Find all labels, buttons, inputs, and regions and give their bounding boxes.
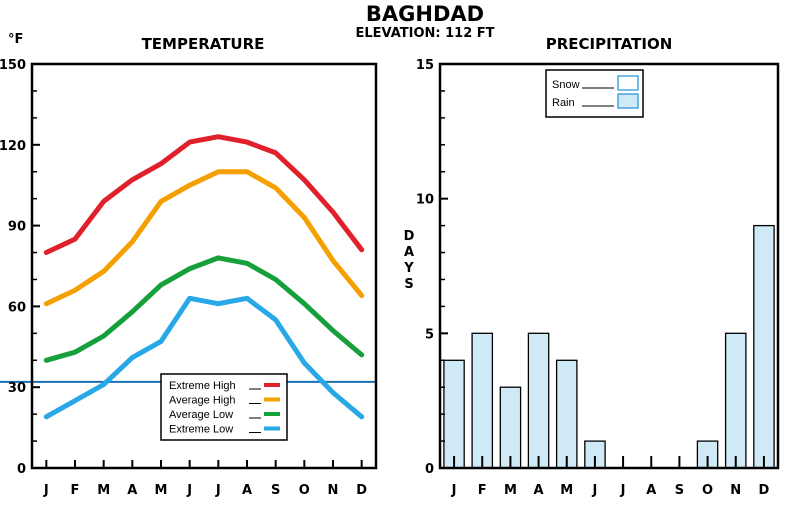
- precipitation-rain-bar: [499, 386, 522, 469]
- temperature-chart: TEMPERATURE °F 0 30 60 90 120 150 J F M A M J J A S O N…: [0, 32, 378, 498]
- precipitation-month-label: J: [591, 483, 597, 498]
- precipitation-legend-label: Snow: [552, 79, 580, 91]
- precipitation-plot-frame: [438, 62, 780, 470]
- temperature-legend-label: Extreme High: [169, 380, 236, 392]
- temperature-month-label: O: [299, 483, 310, 498]
- precipitation-month-label: A: [646, 483, 656, 498]
- temperature-y-tick-label: 60: [8, 300, 26, 315]
- temperature-legend-label: Extreme Low: [169, 424, 233, 436]
- precipitation-legend-label: Rain: [552, 97, 575, 109]
- precipitation-title: PRECIPITATION: [546, 35, 673, 53]
- precipitation-y-label-letter: S: [404, 277, 413, 292]
- temperature-month-label: A: [127, 483, 137, 498]
- city-title: BAGHDAD: [366, 2, 484, 26]
- temperature-series-extreme-high: [43, 134, 365, 255]
- precipitation-y-tick-label: 5: [425, 327, 434, 342]
- precipitation-y-tick-label: 0: [425, 462, 434, 477]
- precipitation-month-label: D: [759, 483, 770, 498]
- temperature-title: TEMPERATURE: [142, 35, 265, 53]
- precipitation-legend-swatch: [617, 75, 639, 91]
- precipitation-month-label: M: [560, 483, 573, 498]
- precipitation-month-label: M: [504, 483, 517, 498]
- temperature-legend-label: Average Low: [169, 409, 233, 421]
- temperature-legend: Extreme High Average High Average Low Extre…: [160, 373, 288, 441]
- temperature-month-label: J: [43, 483, 49, 498]
- temperature-y-tick-label: 120: [0, 139, 26, 154]
- precipitation-y-tick-label: 10: [416, 193, 434, 208]
- temperature-series-average-high: [43, 169, 365, 307]
- temperature-month-label: M: [97, 483, 110, 498]
- precipitation-rain-bar: [443, 359, 465, 469]
- temperature-month-label: F: [71, 483, 80, 498]
- elevation-subtitle: ELEVATION: 112 FT: [355, 26, 494, 41]
- precipitation-month-label: J: [620, 483, 626, 498]
- precipitation-legend-swatch: [617, 93, 639, 109]
- precipitation-month-label: N: [730, 483, 741, 498]
- temperature-month-label: S: [271, 483, 280, 498]
- temperature-series-extreme-low: [43, 295, 365, 420]
- precipitation-y-label-letter: A: [404, 245, 414, 260]
- precipitation-rain-bar: [555, 359, 578, 469]
- temperature-y-tick-label: 0: [17, 462, 26, 477]
- temperature-series-average-low: [43, 255, 365, 363]
- temperature-month-label: M: [155, 483, 168, 498]
- temperature-month-label: N: [328, 483, 339, 498]
- temperature-month-label: D: [356, 483, 367, 498]
- temperature-month-label: A: [242, 483, 252, 498]
- temperature-legend-label: Average High: [169, 395, 235, 407]
- temperature-y-tick-label: 30: [8, 381, 26, 396]
- precipitation-month-label: O: [702, 483, 713, 498]
- temperature-y-tick-label: 150: [0, 58, 26, 73]
- temperature-plot-frame: [30, 62, 378, 470]
- temperature-y-unit: °F: [8, 32, 23, 47]
- precipitation-month-label: F: [478, 483, 487, 498]
- precipitation-y-label-letter: D: [404, 229, 415, 244]
- precipitation-y-label-letter: Y: [403, 261, 414, 276]
- precipitation-month-label: J: [451, 483, 457, 498]
- precipitation-month-label: S: [675, 483, 684, 498]
- temperature-month-label: J: [186, 483, 192, 498]
- precipitation-rain-bar: [753, 224, 775, 469]
- temperature-y-tick-label: 90: [8, 220, 26, 235]
- precipitation-rain-bar: [724, 332, 747, 469]
- precipitation-rain-bar: [527, 332, 550, 469]
- precipitation-rain-bar: [471, 332, 494, 469]
- precipitation-legend: Snow Rain: [545, 69, 644, 118]
- precipitation-month-label: A: [534, 483, 544, 498]
- temperature-month-label: J: [215, 483, 221, 498]
- precipitation-y-tick-label: 15: [416, 58, 434, 73]
